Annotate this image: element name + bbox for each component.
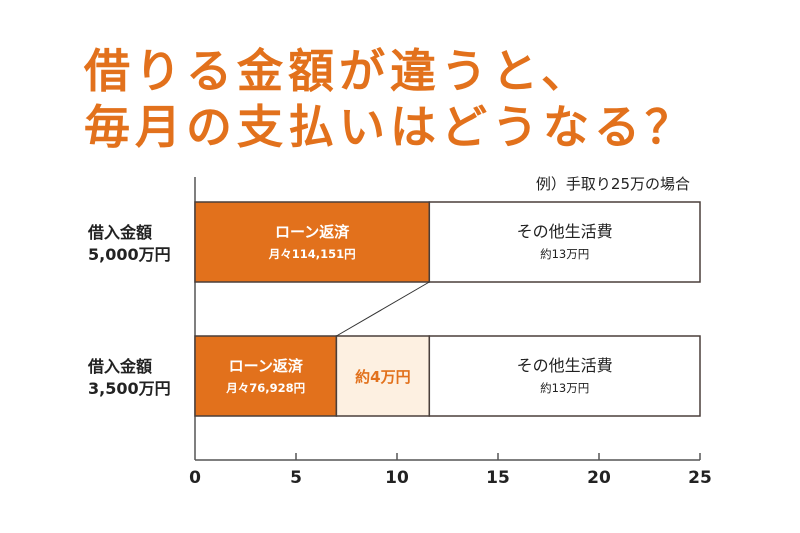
category-label: 借入金額 (87, 357, 152, 376)
category-amount: 5,000万円 (88, 245, 171, 264)
segment-label: その他生活費 (517, 356, 613, 375)
segment-value: 月々114,151円 (268, 247, 356, 261)
segment-value: 約13万円 (540, 381, 589, 395)
segment-value: 月々76,928円 (225, 381, 305, 395)
segment-label: 約4万円 (355, 368, 410, 386)
segment-value: 約13万円 (540, 247, 589, 261)
x-tick-label: 0 (189, 468, 201, 488)
title-line-1: 借りる金額が違うと、 (84, 44, 593, 98)
category-label: 借入金額 (87, 223, 152, 242)
x-tick-label: 15 (486, 468, 510, 488)
x-tick-label: 25 (688, 468, 712, 488)
connector-line (336, 281, 430, 337)
bar-segment-loan (194, 201, 431, 283)
segment-label: ローン返済 (229, 357, 304, 375)
bar-segment-other (428, 335, 701, 417)
bar-segment-loan (194, 335, 338, 417)
chart-note: 例）手取り25万の場合 (536, 175, 690, 193)
segment-label: その他生活費 (517, 222, 613, 241)
category-amount: 3,500万円 (88, 379, 171, 398)
x-tick-label: 10 (385, 468, 409, 488)
title-line-2: 毎月の支払いはどうなる？ (84, 100, 696, 154)
bar-segment-other (428, 201, 701, 283)
x-tick-label: 5 (290, 468, 302, 488)
x-tick-label: 20 (587, 468, 611, 488)
segment-label: ローン返済 (275, 223, 350, 241)
